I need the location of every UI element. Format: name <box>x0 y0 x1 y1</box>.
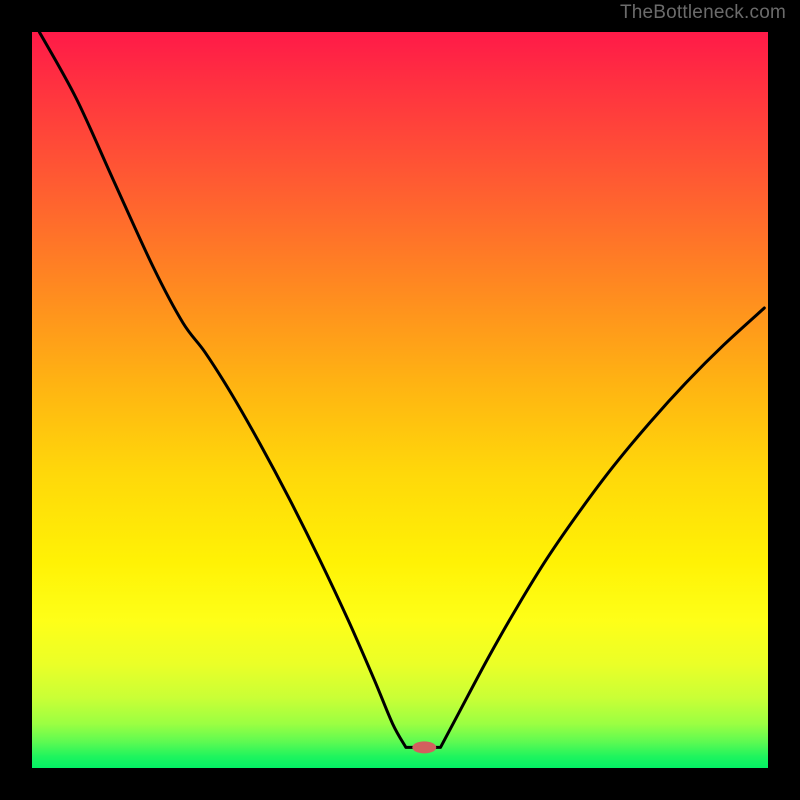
chart-frame: TheBottleneck.com <box>0 0 800 800</box>
gradient-background <box>32 32 768 768</box>
plot-svg <box>32 32 768 768</box>
plot-area <box>32 32 768 768</box>
valley-marker <box>412 741 436 753</box>
watermark-label: TheBottleneck.com <box>620 2 786 24</box>
